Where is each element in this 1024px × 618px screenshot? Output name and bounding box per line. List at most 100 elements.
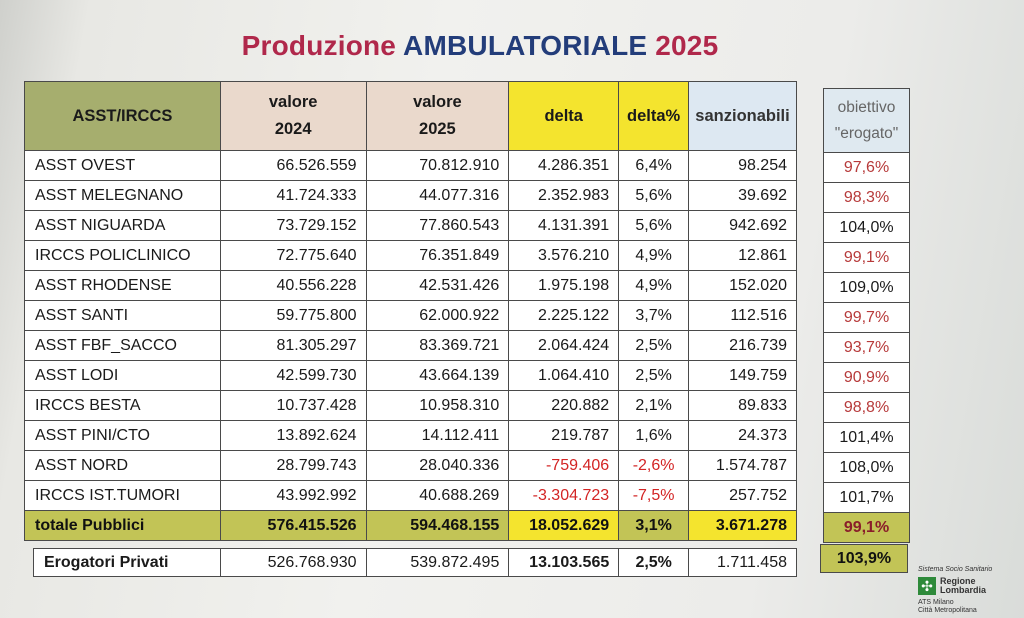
header-delta-pct: delta% [618,81,690,151]
objective-value: 99,7% [823,302,910,333]
row-v2025: 44.077.316 [365,180,510,211]
row-v2024: 41.724.333 [219,180,367,211]
table-row: ASST SANTI 59.775.800 62.000.922 2.225.122 3… [24,300,797,331]
row-sanzionabili: 1.574.787 [688,450,797,481]
private-delta-pct: 2,5% [618,548,690,577]
objective-row: 101,7% [823,482,910,513]
objective-row: 97,6% [823,152,910,183]
row-v2025: 14.112.411 [365,420,510,451]
objective-header-line2: "erogato" [834,124,899,142]
objective-value: 104,0% [823,212,910,243]
row-name: ASST LODI [24,360,221,391]
objective-total: 99,1% [823,512,910,543]
row-delta: 2.064.424 [508,330,620,361]
row-v2025: 28.040.336 [365,450,510,481]
row-delta: 3.576.210 [508,240,620,271]
production-table: ASST/IRCCS valore 2024 valore 2025 delta… [24,81,797,541]
row-delta-pct: 1,6% [618,420,690,451]
objective-total-row: 99,1% [823,512,910,543]
objective-header-row: obiettivo "erogato" [823,88,910,153]
logo-region-line2: Lombardia [940,585,987,595]
row-delta-pct: 4,9% [618,240,690,271]
objective-private: 103,9% [820,544,908,573]
row-v2025: 62.000.922 [365,300,510,331]
table-row: IRCCS POLICLINICO 72.775.640 76.351.849 3.5… [24,240,797,271]
logo-system-text: Sistema Socio Sanitario [918,566,993,573]
row-name: ASST FBF_SACCO [24,330,221,361]
row-delta-pct: 4,9% [618,270,690,301]
objective-row: 104,0% [823,212,910,243]
row-delta: -759.406 [508,450,620,481]
objective-table: obiettivo "erogato" 97,6% 98,3% 104,0% 99,1… [823,88,910,543]
total-row: totale Pubblici 576.415.526 594.468.155 … [24,510,797,541]
row-v2024: 66.526.559 [219,150,367,181]
logo-region: Regione Lombardia [940,577,986,595]
row-v2025: 42.531.426 [365,270,510,301]
row-delta: 2.225.122 [508,300,620,331]
row-name: ASST NORD [24,450,221,481]
region-logo: Sistema Socio Sanitario ✣ Regione Lombar… [918,566,1018,615]
objective-row: 108,0% [823,452,910,483]
row-name: ASST PINI/CTO [24,420,221,451]
row-v2025: 76.351.849 [365,240,510,271]
table-row: ASST NIGUARDA 73.729.152 77.860.543 4.131.3… [24,210,797,241]
row-sanzionabili: 98.254 [688,150,797,181]
objective-header-line1: obiettivo [837,98,896,116]
row-sanzionabili: 12.861 [688,240,797,271]
table-header-row: ASST/IRCCS valore 2024 valore 2025 delta… [24,81,797,151]
objective-header: obiettivo "erogato" [823,88,910,153]
private-sanzionabili: 1.711.458 [688,548,797,577]
total-v2025: 594.468.155 [365,510,510,541]
row-name: ASST SANTI [24,300,221,331]
row-v2024: 81.305.297 [219,330,367,361]
private-row: Erogatori Privati 526.768.930 539.872.49… [33,548,797,577]
table-row: ASST MELEGNANO 41.724.333 44.077.316 2.352.… [24,180,797,211]
table-row: ASST NORD 28.799.743 28.040.336 -759.406 -2,… [24,450,797,481]
row-name: ASST RHODENSE [24,270,221,301]
row-v2025: 43.664.139 [365,360,510,391]
private-v2024: 526.768.930 [219,548,367,577]
objective-row: 98,8% [823,392,910,423]
row-v2025: 40.688.269 [365,480,510,511]
header-name: ASST/IRCCS [24,81,221,151]
row-v2025: 77.860.543 [365,210,510,241]
row-delta-pct: 2,5% [618,360,690,391]
row-delta-pct: 6,4% [618,150,690,181]
objective-value: 90,9% [823,362,910,393]
row-v2024: 72.775.640 [219,240,367,271]
row-v2025: 10.958.310 [365,390,510,421]
header-delta: delta [508,81,620,151]
total-delta-pct: 3,1% [618,510,690,541]
private-delta: 13.103.565 [508,548,620,577]
objective-value: 109,0% [823,272,910,303]
header-v2024-line2: 2024 [274,120,312,138]
objective-value: 97,6% [823,152,910,183]
row-delta: 219.787 [508,420,620,451]
row-v2024: 42.599.730 [219,360,367,391]
header-v2025: valore 2025 [365,81,510,151]
objective-row: 99,1% [823,242,910,273]
header-v2025-line2: 2025 [419,120,456,138]
title-part-1: Produzione [241,30,397,61]
row-v2024: 59.775.800 [219,300,367,331]
page-title: Produzione AMBULATORIALE 2025 [0,30,960,62]
logo-ats: ATS Milano Città Metropolitana [918,599,1018,615]
row-v2024: 43.992.992 [219,480,367,511]
row-sanzionabili: 152.020 [688,270,797,301]
header-v2024: valore 2024 [219,81,367,151]
header-sanzionabili: sanzionabili [688,81,797,151]
row-v2024: 10.737.428 [219,390,367,421]
objective-value: 93,7% [823,332,910,363]
row-v2024: 40.556.228 [219,270,367,301]
private-v2025: 539.872.495 [365,548,510,577]
row-delta: -3.304.723 [508,480,620,511]
table-row: ASST OVEST 66.526.559 70.812.910 4.286.351 6… [24,150,797,181]
table-row: IRCCS BESTA 10.737.428 10.958.310 220.882 2,… [24,390,797,421]
total-v2024: 576.415.526 [219,510,367,541]
row-sanzionabili: 112.516 [688,300,797,331]
row-sanzionabili: 89.833 [688,390,797,421]
objective-value: 98,8% [823,392,910,423]
row-delta-pct: 2,1% [618,390,690,421]
row-delta: 1.064.410 [508,360,620,391]
row-v2024: 28.799.743 [219,450,367,481]
